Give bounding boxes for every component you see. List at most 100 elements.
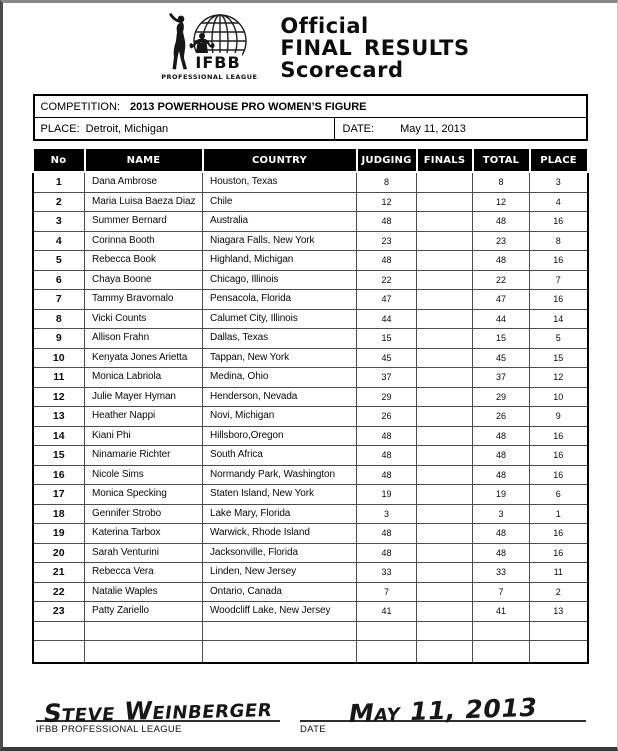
cell-place: 8 [529, 230, 588, 251]
cell-name: Rebecca Vera [84, 562, 203, 583]
table-row: 23 Patty Zariello Woodcliff Lake, New Je… [32, 601, 588, 622]
cell-total: 48 [472, 523, 530, 544]
cell-country: Houston, Texas [202, 171, 357, 193]
place-date-row: PLACE: Detroit, Michigan DATE: May 11, 2… [35, 118, 586, 139]
cell-name: Sarah Venturini [84, 542, 203, 563]
table-row: 3 Summer Bernard Australia 48 48 16 [32, 211, 588, 232]
signature-handwriting: Steve Weinberger [41, 693, 275, 728]
cell-country: Niagara Falls, New York [202, 230, 357, 251]
cell-finals [416, 191, 473, 212]
results-table-body: 1 Dana Ambrose Houston, Texas 8 8 3 2 Ma… [32, 171, 588, 664]
cell-place: 10 [529, 386, 588, 407]
cell-total: 7 [472, 581, 530, 602]
cell-judging [356, 640, 417, 664]
cell-country: Ontario, Canada [202, 581, 357, 602]
cell-total: 48 [472, 542, 530, 563]
cell-no: 18 [32, 503, 85, 524]
cell-place: 7 [529, 269, 588, 290]
cell-name: Kiani Phi [84, 425, 203, 446]
cell-total: 15 [472, 328, 530, 349]
cell-no [32, 620, 85, 641]
cell-finals [416, 347, 473, 368]
cell-place: 1 [529, 503, 588, 524]
title-line-final-results: FINAL RESULTS [280, 36, 470, 60]
signature-date-block: May 11, 2013 DATE [300, 686, 586, 735]
cell-finals [416, 620, 473, 641]
cell-finals [416, 386, 473, 407]
cell-total: 48 [472, 211, 530, 232]
table-row: 15 Ninamarie Richter South Africa 48 48 … [32, 445, 588, 466]
cell-finals [416, 640, 473, 664]
cell-finals [416, 367, 473, 388]
cell-total: 47 [472, 289, 530, 310]
cell-place [529, 620, 588, 641]
cell-name: Vicki Counts [84, 308, 203, 329]
cell-country: Lake Mary, Florida [202, 503, 357, 524]
cell-finals [416, 171, 473, 193]
cell-judging: 48 [356, 464, 417, 485]
cell-place: 2 [529, 581, 588, 602]
cell-judging: 48 [356, 542, 417, 563]
cell-judging: 8 [356, 171, 417, 193]
cell-name: Natalie Waples [84, 581, 203, 602]
col-header-no: No [31, 147, 86, 173]
cell-judging: 15 [356, 328, 417, 349]
cell-no: 22 [32, 581, 85, 602]
signature-line: Steve Weinberger [36, 686, 280, 728]
competition-row: COMPETITION: 2013 POWERHOUSE PRO WOMEN’S… [34, 96, 586, 118]
table-row: 19 Katerina Tarbox Warwick, Rhode Island… [32, 523, 588, 544]
cell-finals [416, 484, 473, 505]
cell-no: 19 [32, 523, 85, 544]
competition-label: COMPETITION: [40, 100, 120, 113]
cell-total: 48 [472, 250, 530, 271]
cell-name: Gennifer Strobo [84, 503, 203, 524]
col-header-total: TOTAL [471, 147, 531, 173]
table-row [32, 640, 588, 664]
cell-place: 16 [529, 211, 588, 232]
cell-total: 37 [472, 367, 530, 388]
cell-judging: 48 [356, 425, 417, 446]
signature-date-line: May 11, 2013 [300, 686, 586, 728]
cell-no: 7 [32, 289, 85, 310]
cell-place: 16 [529, 250, 588, 271]
table-row: 16 Nicole Sims Normandy Park, Washington… [32, 464, 588, 485]
table-row: 20 Sarah Venturini Jacksonville, Florida… [32, 542, 588, 563]
table-row: 2 Maria Luisa Baeza Diaz Chile 12 12 4 [32, 191, 588, 212]
table-row: 21 Rebecca Vera Linden, New Jersey 33 33… [32, 562, 588, 583]
cell-judging: 45 [356, 347, 417, 368]
cell-name: Allison Frahn [84, 328, 203, 349]
cell-name: Tammy Bravomalo [84, 289, 203, 310]
cell-name: Julie Mayer Hyman [84, 386, 203, 407]
header-row: No NAME COUNTRY JUDGING FINALS TOTAL PLA… [31, 147, 589, 173]
cell-finals [416, 464, 473, 485]
cell-place: 4 [529, 191, 588, 212]
table-row: 5 Rebecca Book Highland, Michigan 48 48 … [32, 250, 588, 271]
cell-no: 3 [32, 211, 85, 232]
table-row [32, 620, 588, 641]
cell-judging: 23 [356, 230, 417, 251]
cell-place: 16 [529, 523, 588, 544]
cell-total: 3 [472, 503, 530, 524]
cell-finals [416, 328, 473, 349]
cell-no: 8 [32, 308, 85, 329]
table-row: 14 Kiani Phi Hillsboro,Oregon 48 48 16 [32, 425, 588, 446]
cell-country [202, 620, 357, 641]
cell-place: 6 [529, 484, 588, 505]
cell-finals [416, 289, 473, 310]
table-row: 9 Allison Frahn Dallas, Texas 15 15 5 [32, 328, 588, 349]
cell-no: 23 [32, 601, 85, 622]
cell-finals [416, 230, 473, 251]
cell-total: 48 [472, 445, 530, 466]
cell-name: Corinna Booth [84, 230, 203, 251]
place-label: PLACE: [40, 122, 80, 135]
cell-name: Rebecca Book [84, 250, 203, 271]
cell-judging: 48 [356, 523, 417, 544]
cell-no: 15 [32, 445, 85, 466]
col-header-finals: FINALS [415, 147, 474, 173]
cell-place: 16 [529, 289, 588, 310]
cell-judging: 7 [356, 581, 417, 602]
table-row: 6 Chaya Boone Chicago, Illinois 22 22 7 [32, 269, 588, 290]
cell-finals [416, 542, 473, 563]
cell-no [32, 640, 85, 664]
cell-place [529, 640, 588, 664]
